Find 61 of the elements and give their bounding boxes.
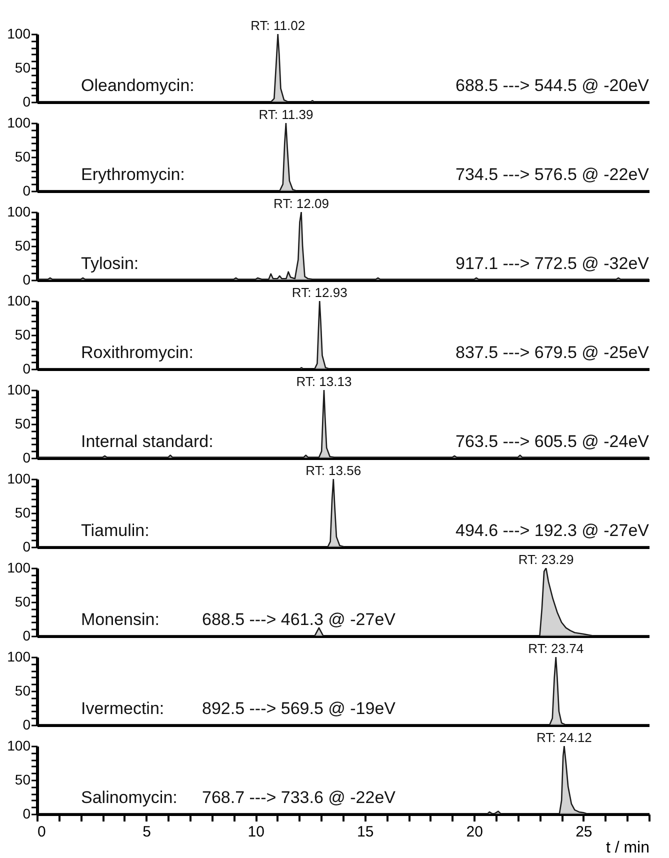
x-tick-label: 10	[248, 824, 264, 840]
y-tick-label: 50	[14, 594, 31, 610]
y-tick-label: 100	[7, 292, 31, 308]
y-tick-label: 100	[7, 382, 31, 398]
y-tick-label: 0	[22, 716, 31, 732]
y-tick-label: 100	[7, 204, 31, 220]
annotation: 768.7 ---> 733.6 @ -22eV	[202, 788, 396, 807]
y-tick-label: 0	[22, 806, 31, 822]
annotation: 688.5 ---> 544.5 @ -20eV	[455, 76, 650, 95]
annotation: Roxithromycin:	[81, 343, 194, 362]
y-tick-label: 0	[22, 182, 31, 198]
y-tick-label: 0	[22, 360, 31, 376]
annotation: Oleandomycin:	[81, 76, 194, 95]
y-tick-label: 50	[14, 148, 31, 164]
annotation: RT: 13.56	[306, 463, 362, 478]
y-tick-label: 0	[22, 628, 31, 644]
y-tick-label: 100	[7, 470, 31, 486]
y-tick-label: 0	[22, 538, 31, 554]
annotation: 892.5 ---> 569.5 @ -19eV	[202, 699, 396, 718]
y-tick-label: 50	[14, 504, 31, 520]
y-tick-label: 50	[14, 682, 31, 698]
y-tick-label: 50	[14, 772, 31, 788]
x-tick-label: 0	[38, 824, 46, 840]
annotation: Tylosin:	[81, 254, 139, 273]
annotation: Internal standard:	[81, 432, 214, 451]
x-tick-label: 5	[142, 824, 151, 840]
annotation: RT: 11.02	[250, 18, 306, 33]
annotation: Salinomycin:	[81, 788, 178, 807]
x-tick-label: 20	[466, 824, 483, 840]
x-tick-label: 25	[576, 824, 592, 840]
annotation: 917.1 ---> 772.5 @ -32eV	[455, 254, 650, 273]
annotation: RT: 23.29	[518, 552, 574, 567]
y-tick-label: 50	[14, 326, 31, 342]
y-tick-label: 0	[22, 450, 31, 466]
y-tick-label: 100	[7, 560, 31, 576]
y-tick-label: 50	[14, 60, 31, 76]
annotation: RT: 11.39	[258, 107, 314, 122]
y-tick-label: 100	[7, 738, 31, 754]
annotation: Erythromycin:	[81, 165, 185, 184]
annotation: RT: 23.74	[528, 641, 584, 656]
annotation: 494.6 ---> 192.3 @ -27eV	[455, 521, 650, 540]
annotation: Monensin:	[81, 610, 160, 629]
y-tick-label: 100	[7, 648, 31, 664]
annotation: 734.5 ---> 576.5 @ -22eV	[455, 165, 650, 184]
annotation: 688.5 ---> 461.3 @ -27eV	[202, 610, 396, 629]
y-tick-label: 50	[14, 238, 31, 254]
x-tick-label: 15	[357, 824, 374, 840]
y-tick-label: 0	[22, 272, 31, 288]
annotation: 837.5 ---> 679.5 @ -25eV	[455, 343, 650, 362]
annotation: Tiamulin:	[81, 521, 150, 540]
y-tick-label: 100	[7, 114, 31, 130]
annotation: Ivermectin:	[81, 699, 164, 718]
annotation: RT: 24.12	[536, 730, 592, 745]
x-axis-title: t / min	[606, 840, 650, 856]
y-tick-label: 0	[22, 94, 31, 110]
annotation: RT: 12.09	[274, 196, 329, 211]
annotation: RT: 13.13	[296, 374, 352, 389]
y-tick-label: 100	[7, 26, 31, 42]
annotation: RT: 12.93	[292, 285, 348, 300]
annotation: 763.5 ---> 605.5 @ -24eV	[455, 432, 650, 451]
y-tick-label: 50	[14, 416, 31, 432]
